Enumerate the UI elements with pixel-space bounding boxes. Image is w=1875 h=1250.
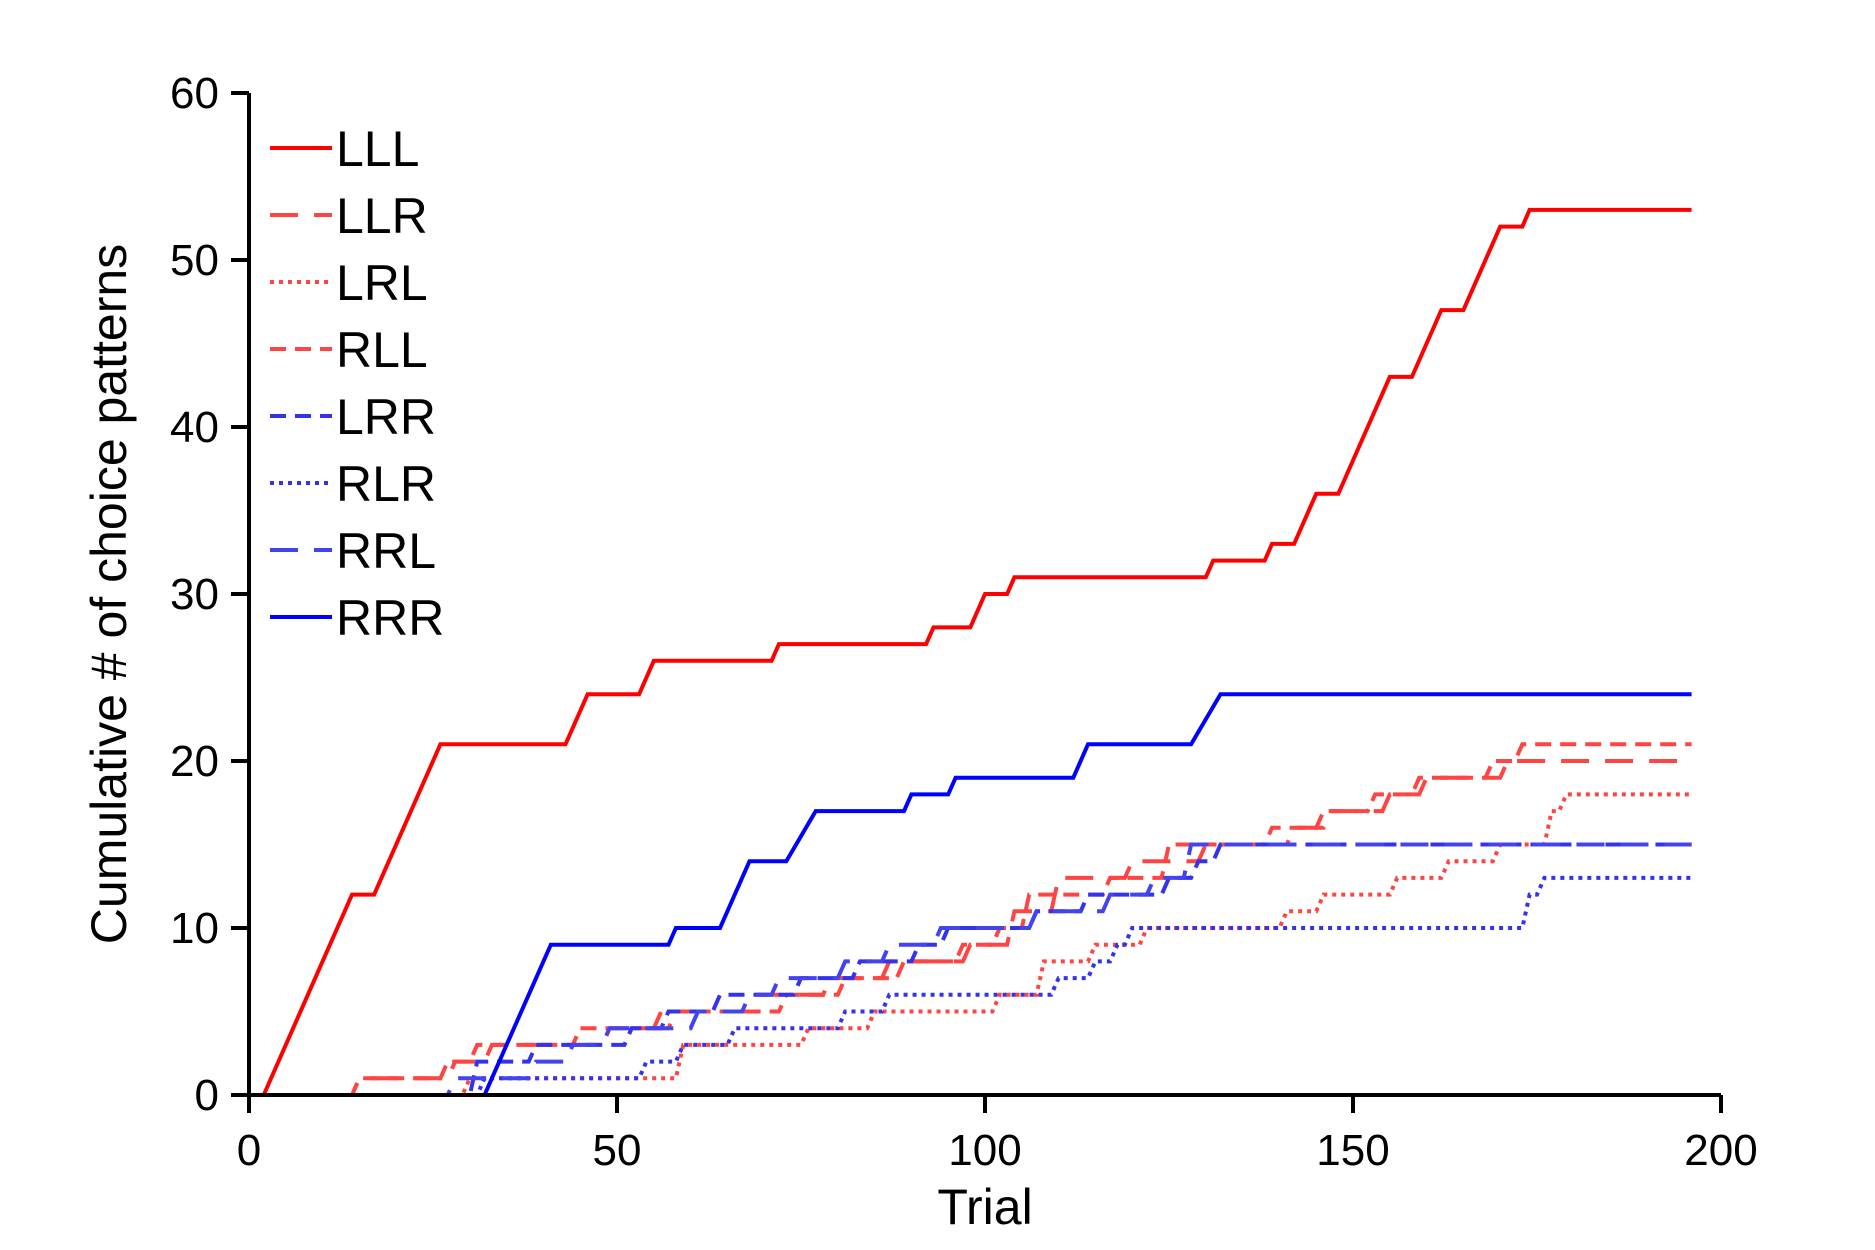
y-tick-label: 10: [170, 904, 219, 953]
series-line-rrr: [249, 692, 1692, 1097]
y-tick-label: 0: [195, 1071, 219, 1120]
legend-label-lll: LLL: [336, 121, 419, 177]
legend-label-lrr: LRR: [336, 389, 436, 445]
legend-label-rrl: RRL: [336, 523, 436, 579]
series-line-rrl: [249, 842, 1692, 1097]
legend: LLL LLR LRL RLL LRR RLR RRL RRR: [270, 121, 444, 646]
series-layer: [249, 207, 1692, 1097]
legend-label-llr: LLR: [336, 188, 428, 244]
y-tick-label: 60: [170, 69, 219, 118]
legend-label-rll: RLL: [336, 322, 428, 378]
y-tick-label: 40: [170, 403, 219, 452]
y-axis-title: Cumulative # of choice patterns: [81, 244, 137, 944]
y-tick-label: 20: [170, 737, 219, 786]
x-tick-label: 150: [1316, 1126, 1389, 1175]
x-tick-label: 200: [1684, 1126, 1757, 1175]
x-tick-label: 100: [948, 1126, 1021, 1175]
legend-label-rrr: RRR: [336, 590, 444, 646]
x-tick-label: 0: [237, 1126, 261, 1175]
y-ticks: 0 10 20 30 40 50 60: [170, 69, 249, 1120]
axes: 0 50 100 150 200 0 10 20 30 40 50 60 Trial Cumulat…: [81, 69, 1758, 1235]
y-tick-label: 30: [170, 570, 219, 619]
x-ticks: 0 50 100 150 200: [237, 1095, 1758, 1175]
series-line-rll: [249, 742, 1692, 1097]
y-tick-label: 50: [170, 236, 219, 285]
legend-label-rlr: RLR: [336, 456, 436, 512]
x-tick-label: 50: [593, 1126, 642, 1175]
x-axis-title: Trial: [937, 1179, 1032, 1235]
series-line-lrr: [249, 842, 1692, 1097]
series-line-rlr: [249, 875, 1692, 1097]
series-line-lll: [261, 207, 1692, 1096]
legend-label-lrl: LRL: [336, 255, 428, 311]
